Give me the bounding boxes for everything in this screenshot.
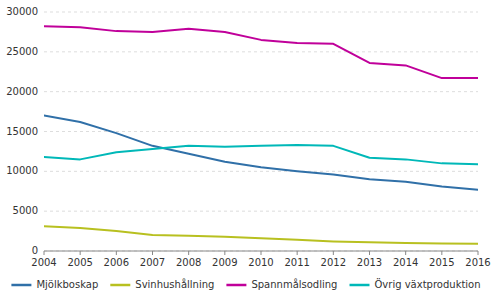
grid-line <box>44 12 478 13</box>
plot-area <box>44 26 478 243</box>
grid-line <box>44 211 478 212</box>
x-tick-label: 2007 <box>140 257 165 268</box>
x-tick-label: 2011 <box>284 257 309 268</box>
legend-item: Övrig växtproduktion <box>350 278 481 290</box>
legend-item: Spannmålsodling <box>226 278 337 290</box>
x-tick <box>333 251 334 255</box>
x-tick <box>441 251 442 255</box>
series-line <box>44 145 478 164</box>
x-tick-label: 2016 <box>465 257 490 268</box>
x-tick <box>297 251 298 255</box>
x-tick-label: 2006 <box>104 257 129 268</box>
y-tick-label: 0 <box>32 245 38 256</box>
legend-swatch <box>226 284 246 287</box>
y-tick-label: 30000 <box>6 6 38 17</box>
chart: 0500010000150002000025000300002004200520… <box>0 0 492 303</box>
legend: Mjölkboskap Svinhushållning Spannmålsodlin… <box>11 278 480 290</box>
legend-label: Spannmålsodling <box>251 278 337 290</box>
x-tick <box>80 251 81 255</box>
legend-item: Mjölkboskap <box>11 279 98 290</box>
x-tick <box>369 251 370 255</box>
x-tick <box>405 251 406 255</box>
x-tick-label: 2015 <box>429 257 454 268</box>
grid-line <box>44 171 478 172</box>
x-tick-label: 2010 <box>248 257 273 268</box>
legend-item: Svinhushållning <box>110 278 214 290</box>
x-tick <box>478 251 479 255</box>
x-tick-label: 2009 <box>212 257 237 268</box>
x-tick <box>152 251 153 255</box>
legend-swatch <box>350 284 370 287</box>
y-tick-label: 20000 <box>6 86 38 97</box>
x-tick-label: 2004 <box>31 257 56 268</box>
x-tick-label: 2013 <box>357 257 382 268</box>
x-tick <box>44 251 45 255</box>
y-tick-label: 15000 <box>6 126 38 137</box>
grid-line <box>44 91 478 92</box>
legend-swatch <box>110 284 130 287</box>
x-tick-label: 2014 <box>393 257 418 268</box>
x-tick-label: 2005 <box>67 257 92 268</box>
y-tick-label: 10000 <box>6 165 38 176</box>
legend-label: Svinhushållning <box>135 278 214 290</box>
x-tick <box>188 251 189 255</box>
grid-line <box>44 51 478 52</box>
y-tick-label: 5000 <box>13 205 38 216</box>
legend-swatch <box>11 284 31 287</box>
series-line <box>44 26 478 78</box>
x-tick <box>224 251 225 255</box>
x-tick-label: 2008 <box>176 257 201 268</box>
series-line <box>44 116 478 190</box>
x-tick-label: 2012 <box>321 257 346 268</box>
x-tick <box>261 251 262 255</box>
x-axis: 2004 2005 2006 2007 2008 2009 2010 2011 2012 2013… <box>31 251 490 268</box>
y-axis: 0 5000 10000 15000 20000 25000 30000 <box>6 6 478 256</box>
x-tick <box>116 251 117 255</box>
legend-label: Övrig växtproduktion <box>375 278 481 290</box>
legend-label: Mjölkboskap <box>36 279 98 290</box>
y-tick-label: 25000 <box>6 46 38 57</box>
series-line <box>44 226 478 244</box>
